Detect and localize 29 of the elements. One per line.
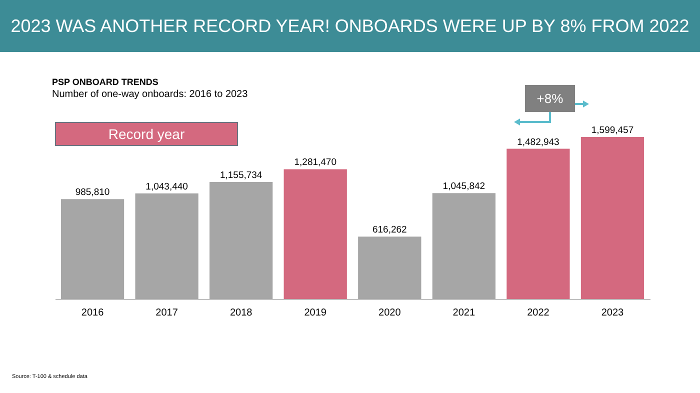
x-tick-label: 2023 bbox=[601, 308, 624, 318]
data-label: 1,482,943 bbox=[517, 136, 560, 148]
x-tick-label: 2017 bbox=[156, 308, 178, 318]
chart-title: 2023 WAS ANOTHER RECORD YEAR! ONBOARDS WERE UP BY 8% FROM 2022 bbox=[0, 0, 700, 52]
x-tick-label: 2022 bbox=[527, 308, 550, 318]
bar bbox=[284, 169, 347, 299]
data-label: 616,262 bbox=[372, 224, 407, 236]
data-label: 1,155,734 bbox=[220, 170, 262, 181]
data-label: 1,045,842 bbox=[442, 181, 486, 192]
bar bbox=[60, 199, 124, 299]
bar bbox=[506, 148, 570, 299]
data-label: 985,810 bbox=[75, 187, 110, 198]
data-label: 1,281,470 bbox=[294, 157, 336, 168]
data-label: 1,043,440 bbox=[146, 181, 188, 192]
bar bbox=[358, 236, 422, 299]
data-label: 1,599,457 bbox=[591, 125, 634, 136]
chart-subtitle: PSP ONBOARD TRENDS bbox=[52, 77, 158, 87]
x-tick-label: 2018 bbox=[230, 308, 253, 318]
x-tick-label: 2021 bbox=[452, 308, 476, 318]
x-tick-label: 2019 bbox=[304, 308, 327, 318]
bar bbox=[210, 182, 273, 299]
x-tick-label: 2016 bbox=[81, 308, 104, 318]
text: Number of one-way onboards: 2016 to 2023 bbox=[52, 89, 248, 100]
record-year-key: Record year bbox=[55, 122, 238, 146]
bar bbox=[432, 193, 496, 299]
x-tick-label: 2020 bbox=[378, 308, 402, 318]
bar bbox=[580, 137, 644, 299]
text: +8% bbox=[525, 85, 575, 112]
bar bbox=[135, 193, 198, 299]
